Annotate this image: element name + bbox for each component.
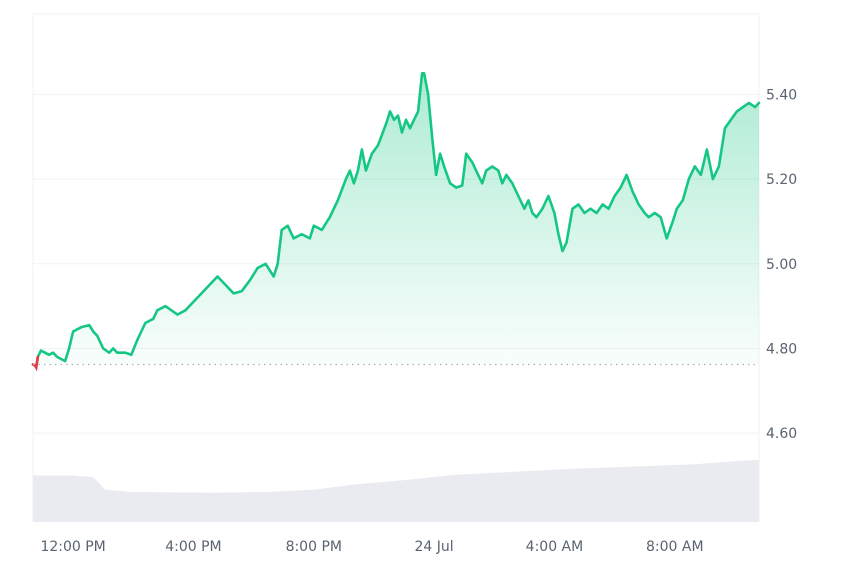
- y-tick-label: 5.40: [766, 87, 797, 103]
- x-tick-label: 12:00 PM: [40, 539, 105, 555]
- x-tick-label: 8:00 AM: [646, 539, 704, 555]
- price-area: [31, 72, 761, 372]
- x-tick-label: 24 Jul: [415, 539, 454, 555]
- x-tick-label: 4:00 PM: [165, 539, 221, 555]
- price-area-fill: [33, 73, 759, 368]
- x-axis: 12:00 PM 4:00 PM 8:00 PM 24 Jul 4:00 AM 8:00 …: [40, 539, 703, 555]
- x-tick-label: 8:00 PM: [286, 539, 342, 555]
- price-line-down-segment: [31, 355, 40, 372]
- volume-area: [33, 459, 759, 522]
- y-tick-label: 4.60: [766, 426, 797, 442]
- volume-bars: [33, 459, 759, 522]
- y-tick-label: 5.20: [766, 172, 797, 188]
- y-tick-label: 4.80: [766, 341, 797, 357]
- price-line: [31, 72, 761, 369]
- y-tick-label: 5.00: [766, 257, 797, 273]
- x-tick-label: 4:00 AM: [526, 539, 584, 555]
- y-axis: 5.40 5.20 5.00 4.80 4.60: [766, 87, 797, 442]
